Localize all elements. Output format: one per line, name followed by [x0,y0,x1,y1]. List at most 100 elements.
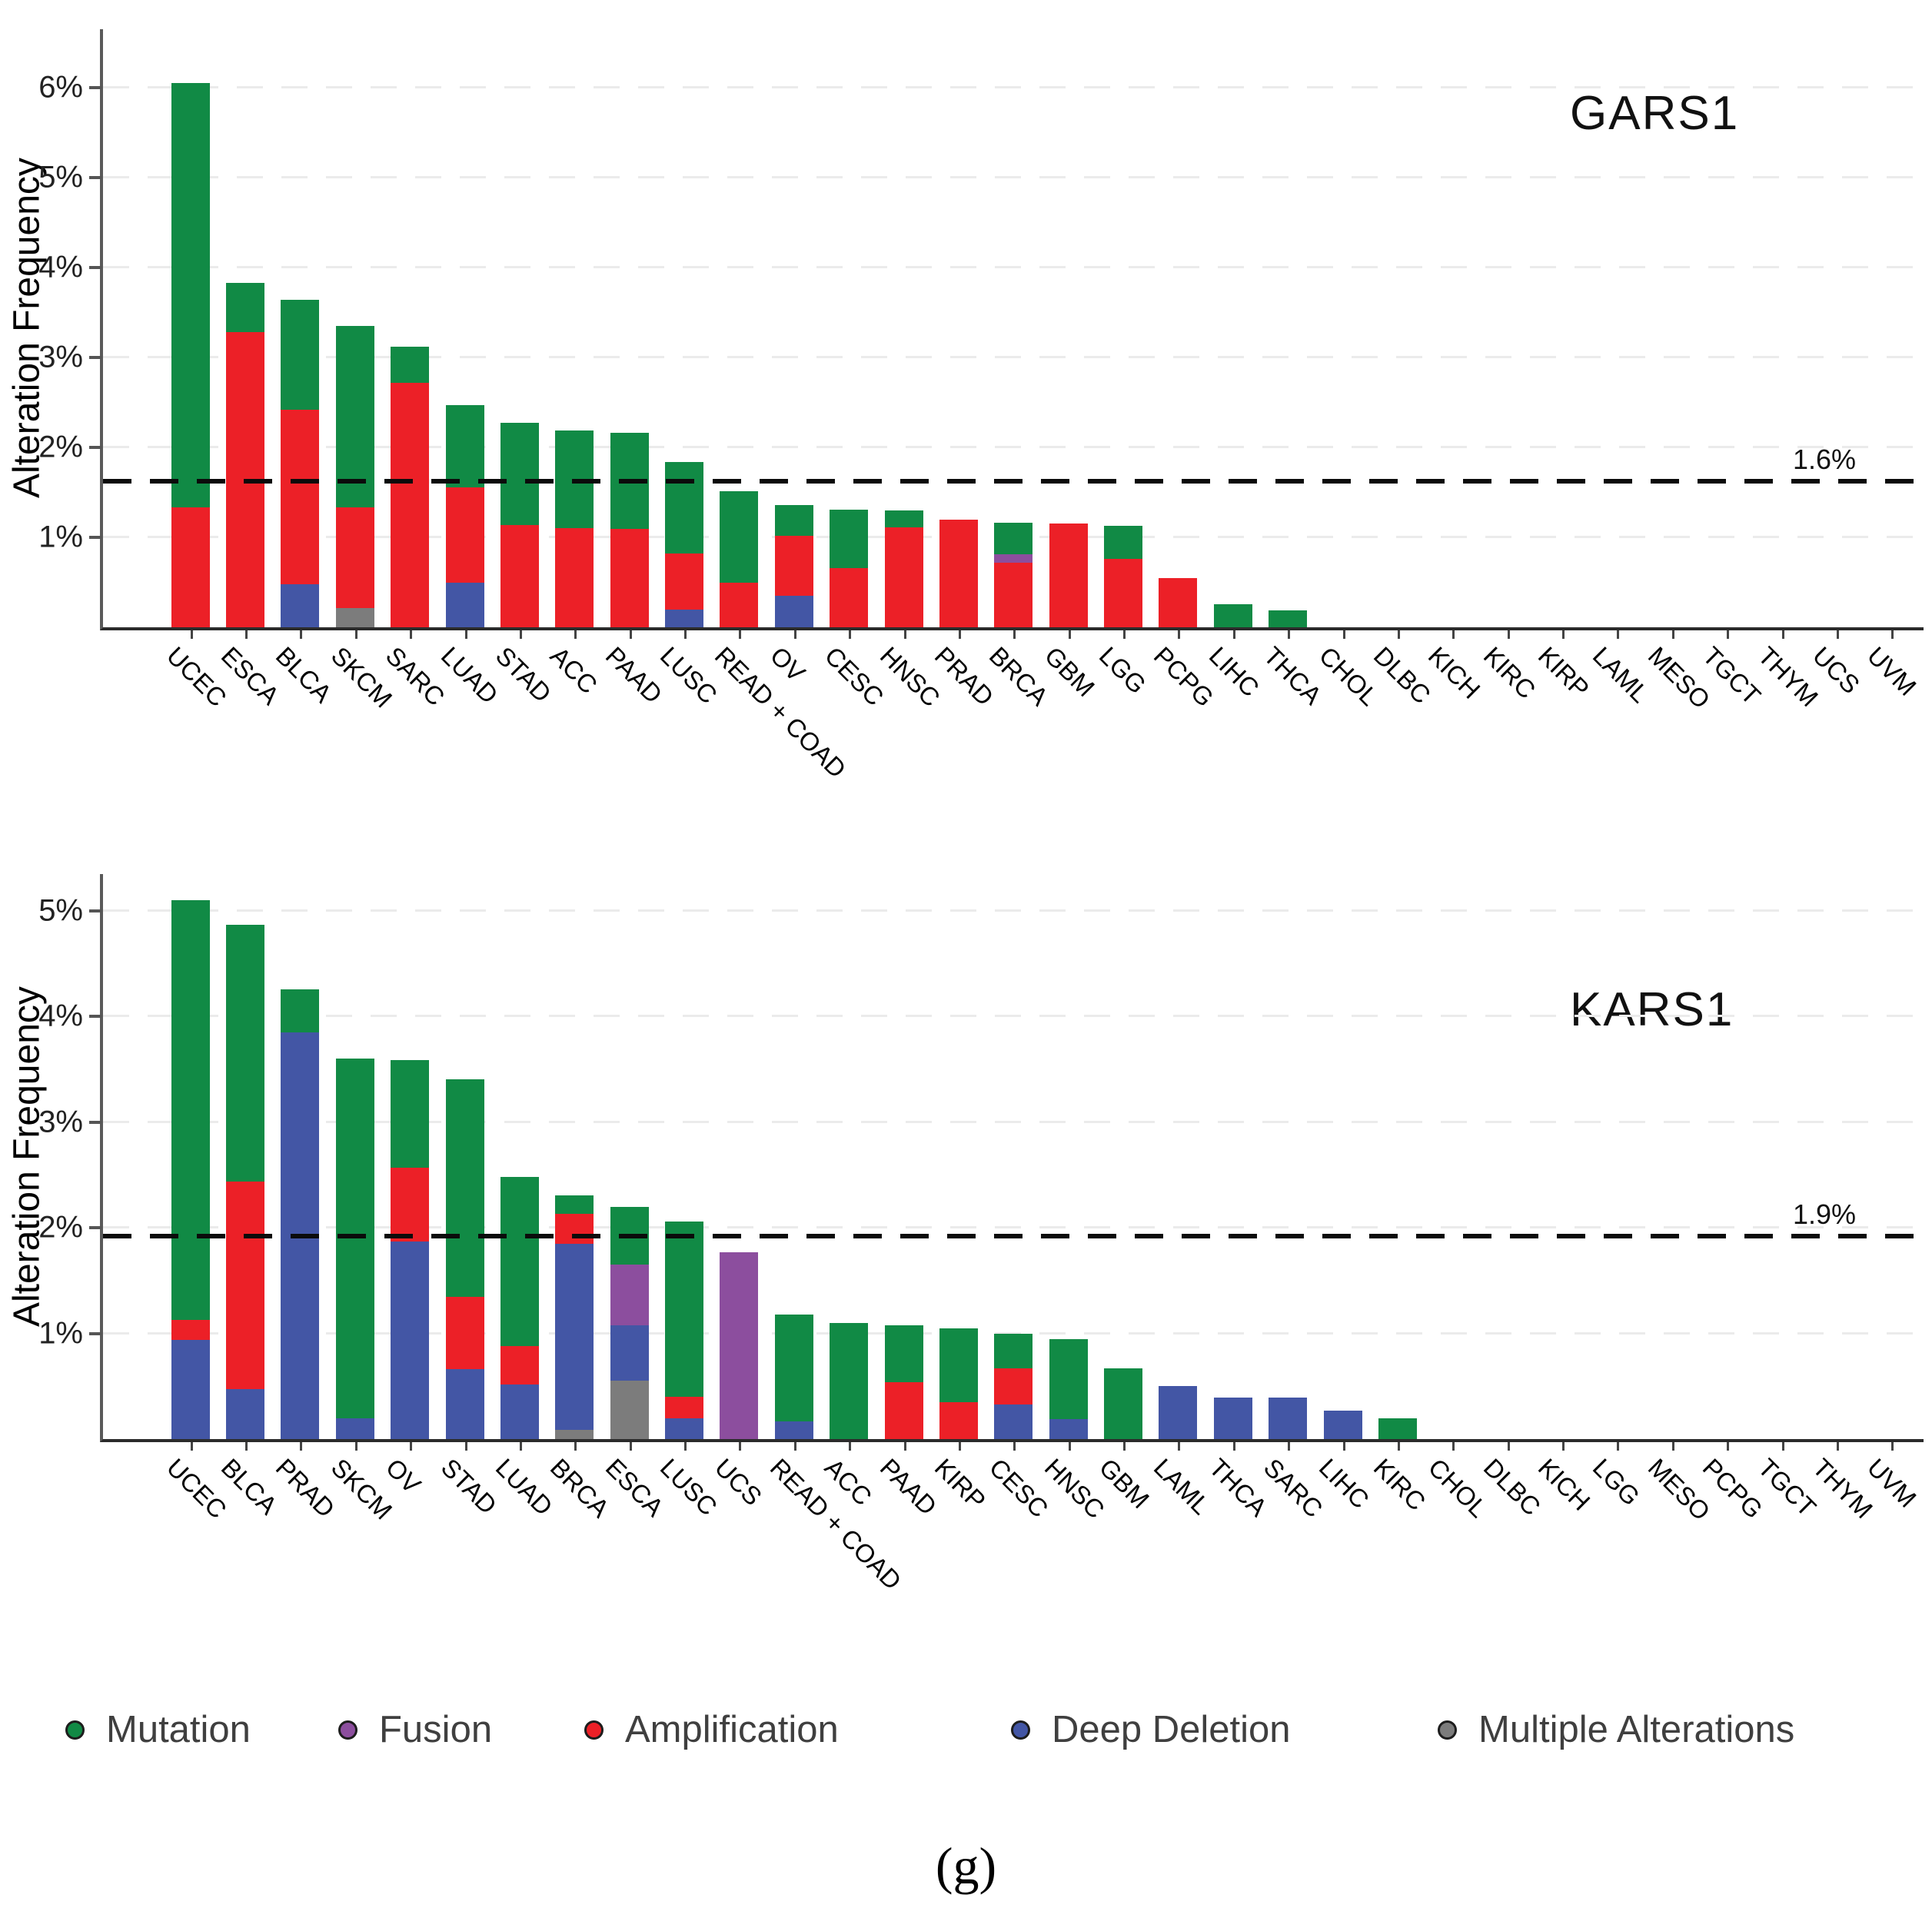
x-tick-mark [464,1442,467,1451]
x-tick-mark [849,630,852,639]
bar-segment-amplification [555,528,594,627]
x-tick-label: KICH [1423,641,1487,704]
bar-segment-mutation [1378,1418,1417,1439]
x-tick-label: THCA [1203,1453,1273,1522]
bar-slot-ESCA: ESCA [600,874,669,1522]
stacked-bar [774,1314,813,1439]
y-tick-label: 4% [38,999,83,1033]
x-tick-mark [629,1442,632,1451]
bar-slot-LUSC: LUSC [655,874,723,1521]
bar-slot-PCPG: PCPG [1698,874,1768,1524]
bar-segment-mutation [994,523,1033,555]
x-tick-label: PAAD [600,641,668,709]
x-tick-mark [1288,630,1291,639]
x-tick-label: SARC [1259,1453,1329,1523]
stacked-bar [830,1322,869,1439]
stacked-bar [1159,1386,1198,1439]
bar-segment-deep-deletion [665,1418,704,1439]
bar-slot-KICH: KICH [1533,874,1596,1516]
bar-slot-HNSC: HNSC [1039,874,1110,1524]
x-tick-mark [1836,1442,1839,1451]
x-tick-label: PCPG [1149,641,1220,713]
gridline [103,86,1924,89]
x-tick-label: MESO [1642,641,1716,714]
legend-item: Mutation [65,1708,251,1751]
bar-segment-deep-deletion [774,1421,813,1439]
bar-segment-deep-deletion [281,583,320,627]
legend-label: Amplification [625,1709,839,1750]
x-tick-mark [629,630,632,639]
bar-segment-multiple-alterations [335,608,374,627]
bar-segment-fusion [720,1252,759,1439]
x-tick-label: BLCA [271,641,338,709]
x-tick-mark [574,630,577,639]
plot-area-kars1: 1% 2% 3% 4% 5% UCEC BLCA PRAD SKCM OV STAD LUAD BRCA… [38,874,1924,1595]
threshold-label: 1.9% [1792,1198,1856,1230]
x-tick-label: THYM [1807,1453,1879,1524]
x-tick-mark [1671,1442,1674,1451]
bar-slot-CHOL: CHOL [1313,29,1383,711]
plot-area-gars1: 1% 2% 3% 4% 5% 6% UCEC ESCA BLCA SKCM SARC LUAD STAD… [38,29,1924,783]
x-tick-mark [190,1442,193,1451]
x-tick-label: ESCA [215,641,285,710]
x-tick-label: CHOL [1423,1453,1494,1523]
bar-slot-THYM: THYM [1807,874,1878,1524]
bar-segment-mutation [391,346,430,383]
bar-segment-mutation [774,504,813,536]
stacked-bar [171,83,210,627]
bar-segment-fusion [610,1265,649,1325]
bar-segment-mutation [445,405,484,487]
y-tick-label: 3% [38,1105,83,1139]
y-tick-mark [89,1331,101,1335]
x-tick-mark [300,630,303,639]
bar-slot-PAAD: PAAD [600,29,668,709]
bar-segment-amplification [884,1381,923,1439]
x-tick-mark [1123,630,1126,639]
stacked-bar [994,523,1033,627]
amplification-dot-icon [584,1720,604,1740]
x-tick-mark [684,630,687,639]
x-tick-label: TGCT [1752,1453,1822,1522]
legend-item: Deep Deletion [1011,1708,1291,1751]
bar-slot-SKCM: SKCM [326,29,397,713]
stacked-bar [1269,610,1308,627]
x-tick-mark [519,630,522,639]
bar-slot-OV: OV [765,29,821,687]
y-tick-label: 2% [38,1210,83,1245]
bar-segment-amplification [939,519,978,627]
x-tick-mark [574,1442,577,1451]
x-tick-label: OV [381,1453,427,1499]
y-tick-mark [89,266,101,270]
bar-slot-UCS: UCS [1807,29,1865,699]
stacked-bar [1269,1398,1308,1439]
gridline [103,1015,1924,1018]
bar-slot-KICH: KICH [1423,29,1486,704]
y-tick-label: 2% [38,430,83,464]
x-tick-mark [1342,1442,1345,1451]
bar-slot-ACC: ACC [545,29,604,699]
x-tick-label: LUAD [490,1453,559,1521]
bar-segment-deep-deletion [226,1389,265,1439]
x-tick-label: BRCA [984,641,1055,711]
x-tick-label: CESC [984,1453,1055,1523]
x-tick-mark [519,1442,522,1451]
bar-segment-mutation [1269,610,1308,627]
bar-slot-DLBC: DLBC [1478,874,1546,1521]
bar-segment-amplification [171,507,210,627]
deep-deletion-dot-icon [1011,1720,1030,1740]
bar-segment-mutation [500,1177,539,1347]
y-tick-label: 5% [38,160,83,194]
x-tick-mark [684,1442,687,1451]
bar-slot-ESCA: ESCA [216,29,285,710]
x-tick-label: CESC [820,641,890,711]
bar-slot-READ + COAD: READ + COAD [710,29,852,783]
bar-segment-amplification [994,562,1033,627]
bar-segment-deep-deletion [445,582,484,627]
x-tick-mark [410,1442,413,1451]
bar-segment-mutation [774,1314,813,1421]
x-tick-mark [793,630,796,639]
x-tick-mark [1671,630,1674,639]
chart-title-kars1: KARS1 [1570,983,1734,1036]
bar-segment-mutation [335,326,374,508]
bar-segment-amplification [610,529,649,627]
